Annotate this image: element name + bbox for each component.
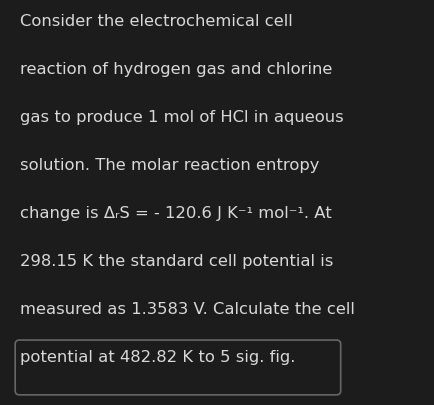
Text: change is ΔᵣS = - 120.6 J K⁻¹ mol⁻¹. At: change is ΔᵣS = - 120.6 J K⁻¹ mol⁻¹. At [20,205,331,220]
FancyBboxPatch shape [15,340,341,395]
Text: gas to produce 1 mol of HCl in aqueous: gas to produce 1 mol of HCl in aqueous [20,110,343,125]
Text: potential at 482.82 K to 5 sig. fig.: potential at 482.82 K to 5 sig. fig. [20,349,295,364]
Text: measured as 1.3583 V. Calculate the cell: measured as 1.3583 V. Calculate the cell [20,301,355,316]
Text: reaction of hydrogen gas and chlorine: reaction of hydrogen gas and chlorine [20,62,332,77]
Text: 298.15 K the standard cell potential is: 298.15 K the standard cell potential is [20,253,333,268]
Text: solution. The molar reaction entropy: solution. The molar reaction entropy [20,158,319,173]
Text: Consider the electrochemical cell: Consider the electrochemical cell [20,14,292,29]
